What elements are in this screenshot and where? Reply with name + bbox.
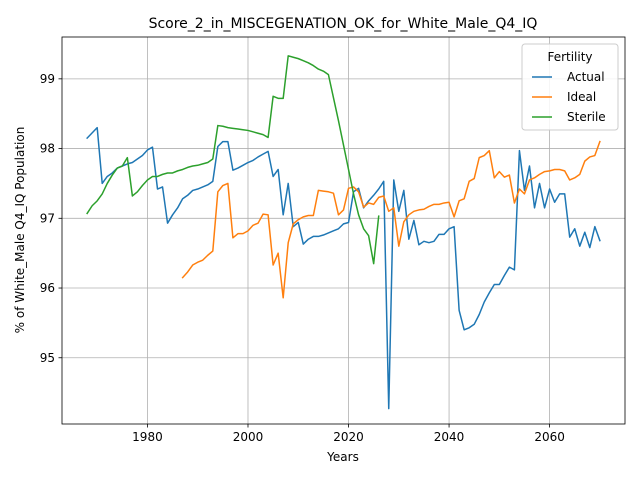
legend-title: Fertility — [547, 50, 592, 64]
legend-label-actual: Actual — [567, 70, 605, 84]
y-tick-label: 99 — [40, 72, 55, 86]
legend-label-sterile: Sterile — [567, 110, 606, 124]
legend: Fertility Actual Ideal Sterile — [521, 43, 619, 131]
x-tick-label: 2000 — [233, 430, 264, 444]
legend-box — [521, 43, 619, 131]
y-tick-label: 96 — [40, 281, 55, 295]
x-tick-label: 2040 — [434, 430, 465, 444]
series-lines — [86, 55, 601, 410]
axis-ticks: 1980 2000 2020 2040 2060 95 96 97 98 99 — [40, 72, 565, 444]
x-tick-label: 1980 — [132, 430, 163, 444]
y-tick-label: 98 — [40, 142, 55, 156]
legend-label-ideal: Ideal — [567, 90, 596, 104]
plot-frame — [61, 36, 626, 425]
x-axis-label: Years — [326, 450, 359, 464]
y-axis-label: % of White_Male Q4_IQ Population — [13, 127, 27, 334]
series-line-ideal — [181, 140, 601, 299]
chart-title: Score_2_in_MISCEGENATION_OK_for_White_Ma… — [149, 16, 538, 32]
y-tick-label: 97 — [40, 211, 55, 225]
x-tick-label: 2020 — [333, 430, 364, 444]
series-line-sterile — [86, 55, 380, 265]
series-line-actual — [86, 126, 601, 410]
x-tick-label: 2060 — [534, 430, 565, 444]
y-tick-label: 95 — [40, 351, 55, 365]
